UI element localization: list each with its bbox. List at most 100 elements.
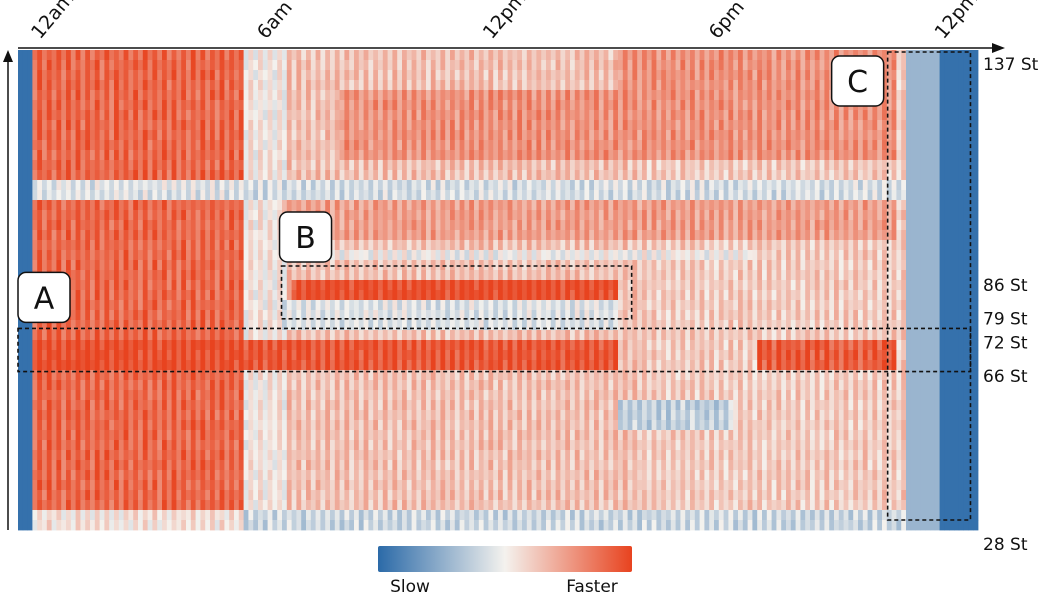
heatmap-cell [397, 50, 403, 61]
heatmap-cell [944, 140, 950, 151]
heatmap-cell [853, 280, 859, 291]
heatmap-cell [210, 140, 216, 151]
heatmap-cell [171, 60, 177, 71]
heatmap-cell [795, 70, 801, 81]
heatmap-cell [262, 190, 268, 201]
heatmap-cell [123, 70, 129, 81]
heatmap-cell [210, 220, 216, 231]
heatmap-cell [99, 270, 105, 281]
heatmap-cell [930, 150, 936, 161]
heatmap-cell [690, 220, 696, 231]
heatmap-cell [80, 110, 86, 121]
heatmap-cell [224, 230, 230, 241]
heatmap-cell [502, 60, 508, 71]
heatmap-cell [90, 190, 96, 201]
heatmap-cell [430, 240, 436, 251]
heatmap-cell [656, 70, 662, 81]
heatmap-cell [704, 210, 710, 221]
heatmap-cell [694, 220, 700, 231]
heatmap-cell [718, 110, 724, 121]
heatmap-cell [910, 250, 916, 261]
heatmap-cell [85, 110, 91, 121]
heatmap-cell [18, 100, 24, 111]
heatmap-cell [440, 60, 446, 71]
heatmap-cell [661, 200, 667, 211]
heatmap-cell [570, 110, 576, 121]
heatmap-cell [934, 50, 940, 61]
heatmap-cell [618, 220, 624, 231]
heatmap-cell [22, 230, 28, 241]
heatmap-cell [344, 220, 350, 231]
heatmap-cell [502, 150, 508, 161]
heatmap-cell [474, 130, 480, 141]
heatmap-cell [680, 100, 686, 111]
heatmap-cell [416, 250, 422, 261]
heatmap-cell [22, 150, 28, 161]
heatmap-cell [795, 150, 801, 161]
heatmap-cell [493, 160, 499, 171]
heatmap-cell [195, 200, 201, 211]
heatmap-cell [32, 180, 38, 191]
heatmap-cell [762, 250, 768, 261]
heatmap-cell [810, 50, 816, 61]
heatmap-cell [771, 240, 777, 251]
heatmap-cell [445, 50, 451, 61]
heatmap-cell [608, 120, 614, 131]
heatmap-cell [949, 180, 955, 191]
heatmap-cell [498, 110, 504, 121]
heatmap-cell [118, 110, 124, 121]
heatmap-cell [42, 110, 48, 121]
heatmap-cell [973, 210, 979, 221]
heatmap-cell [171, 80, 177, 91]
heatmap-cell [886, 190, 892, 201]
heatmap-cell [728, 240, 734, 251]
heatmap-cell [570, 90, 576, 101]
heatmap-cell [786, 170, 792, 181]
heatmap-cell [531, 180, 537, 191]
heatmap-cell [210, 230, 216, 241]
heatmap-cell [574, 280, 580, 291]
heatmap-cell [195, 70, 201, 81]
heatmap-cell [939, 200, 945, 211]
heatmap-cell [680, 90, 686, 101]
heatmap-cell [901, 190, 907, 201]
heatmap-cell [829, 290, 835, 301]
heatmap-cell [142, 240, 148, 251]
heatmap-cell [949, 290, 955, 301]
heatmap-cell [502, 180, 508, 191]
heatmap-cell [147, 260, 153, 271]
heatmap-cell [262, 230, 268, 241]
heatmap-cell [862, 150, 868, 161]
heatmap-cell [776, 290, 782, 301]
heatmap-cell [675, 160, 681, 171]
heatmap-cell [61, 250, 67, 261]
heatmap-cell [637, 190, 643, 201]
heatmap-cell [387, 240, 393, 251]
heatmap-cell [848, 220, 854, 231]
heatmap-cell [618, 250, 624, 261]
heatmap-cell [613, 170, 619, 181]
heatmap-cell [757, 210, 763, 221]
heatmap-cell [819, 170, 825, 181]
heatmap-cell [536, 270, 542, 281]
heatmap-cell [574, 150, 580, 161]
heatmap-cell [709, 110, 715, 121]
heatmap-cell [954, 150, 960, 161]
heatmap-cell [747, 190, 753, 201]
heatmap-cell [344, 90, 350, 101]
heatmap-cell [46, 220, 52, 231]
heatmap-cell [445, 140, 451, 151]
heatmap-cell [248, 80, 254, 91]
heatmap-cell [512, 280, 518, 291]
heatmap-cell [123, 130, 129, 141]
heatmap-cell [75, 270, 81, 281]
heatmap-cell [70, 240, 76, 251]
heatmap-cell [714, 290, 720, 301]
heatmap-cell [474, 210, 480, 221]
heatmap-cell [915, 190, 921, 201]
heatmap-cell [589, 70, 595, 81]
heatmap-cell [805, 150, 811, 161]
heatmap-cell [224, 190, 230, 201]
heatmap-cell [810, 260, 816, 271]
heatmap-cell [762, 150, 768, 161]
